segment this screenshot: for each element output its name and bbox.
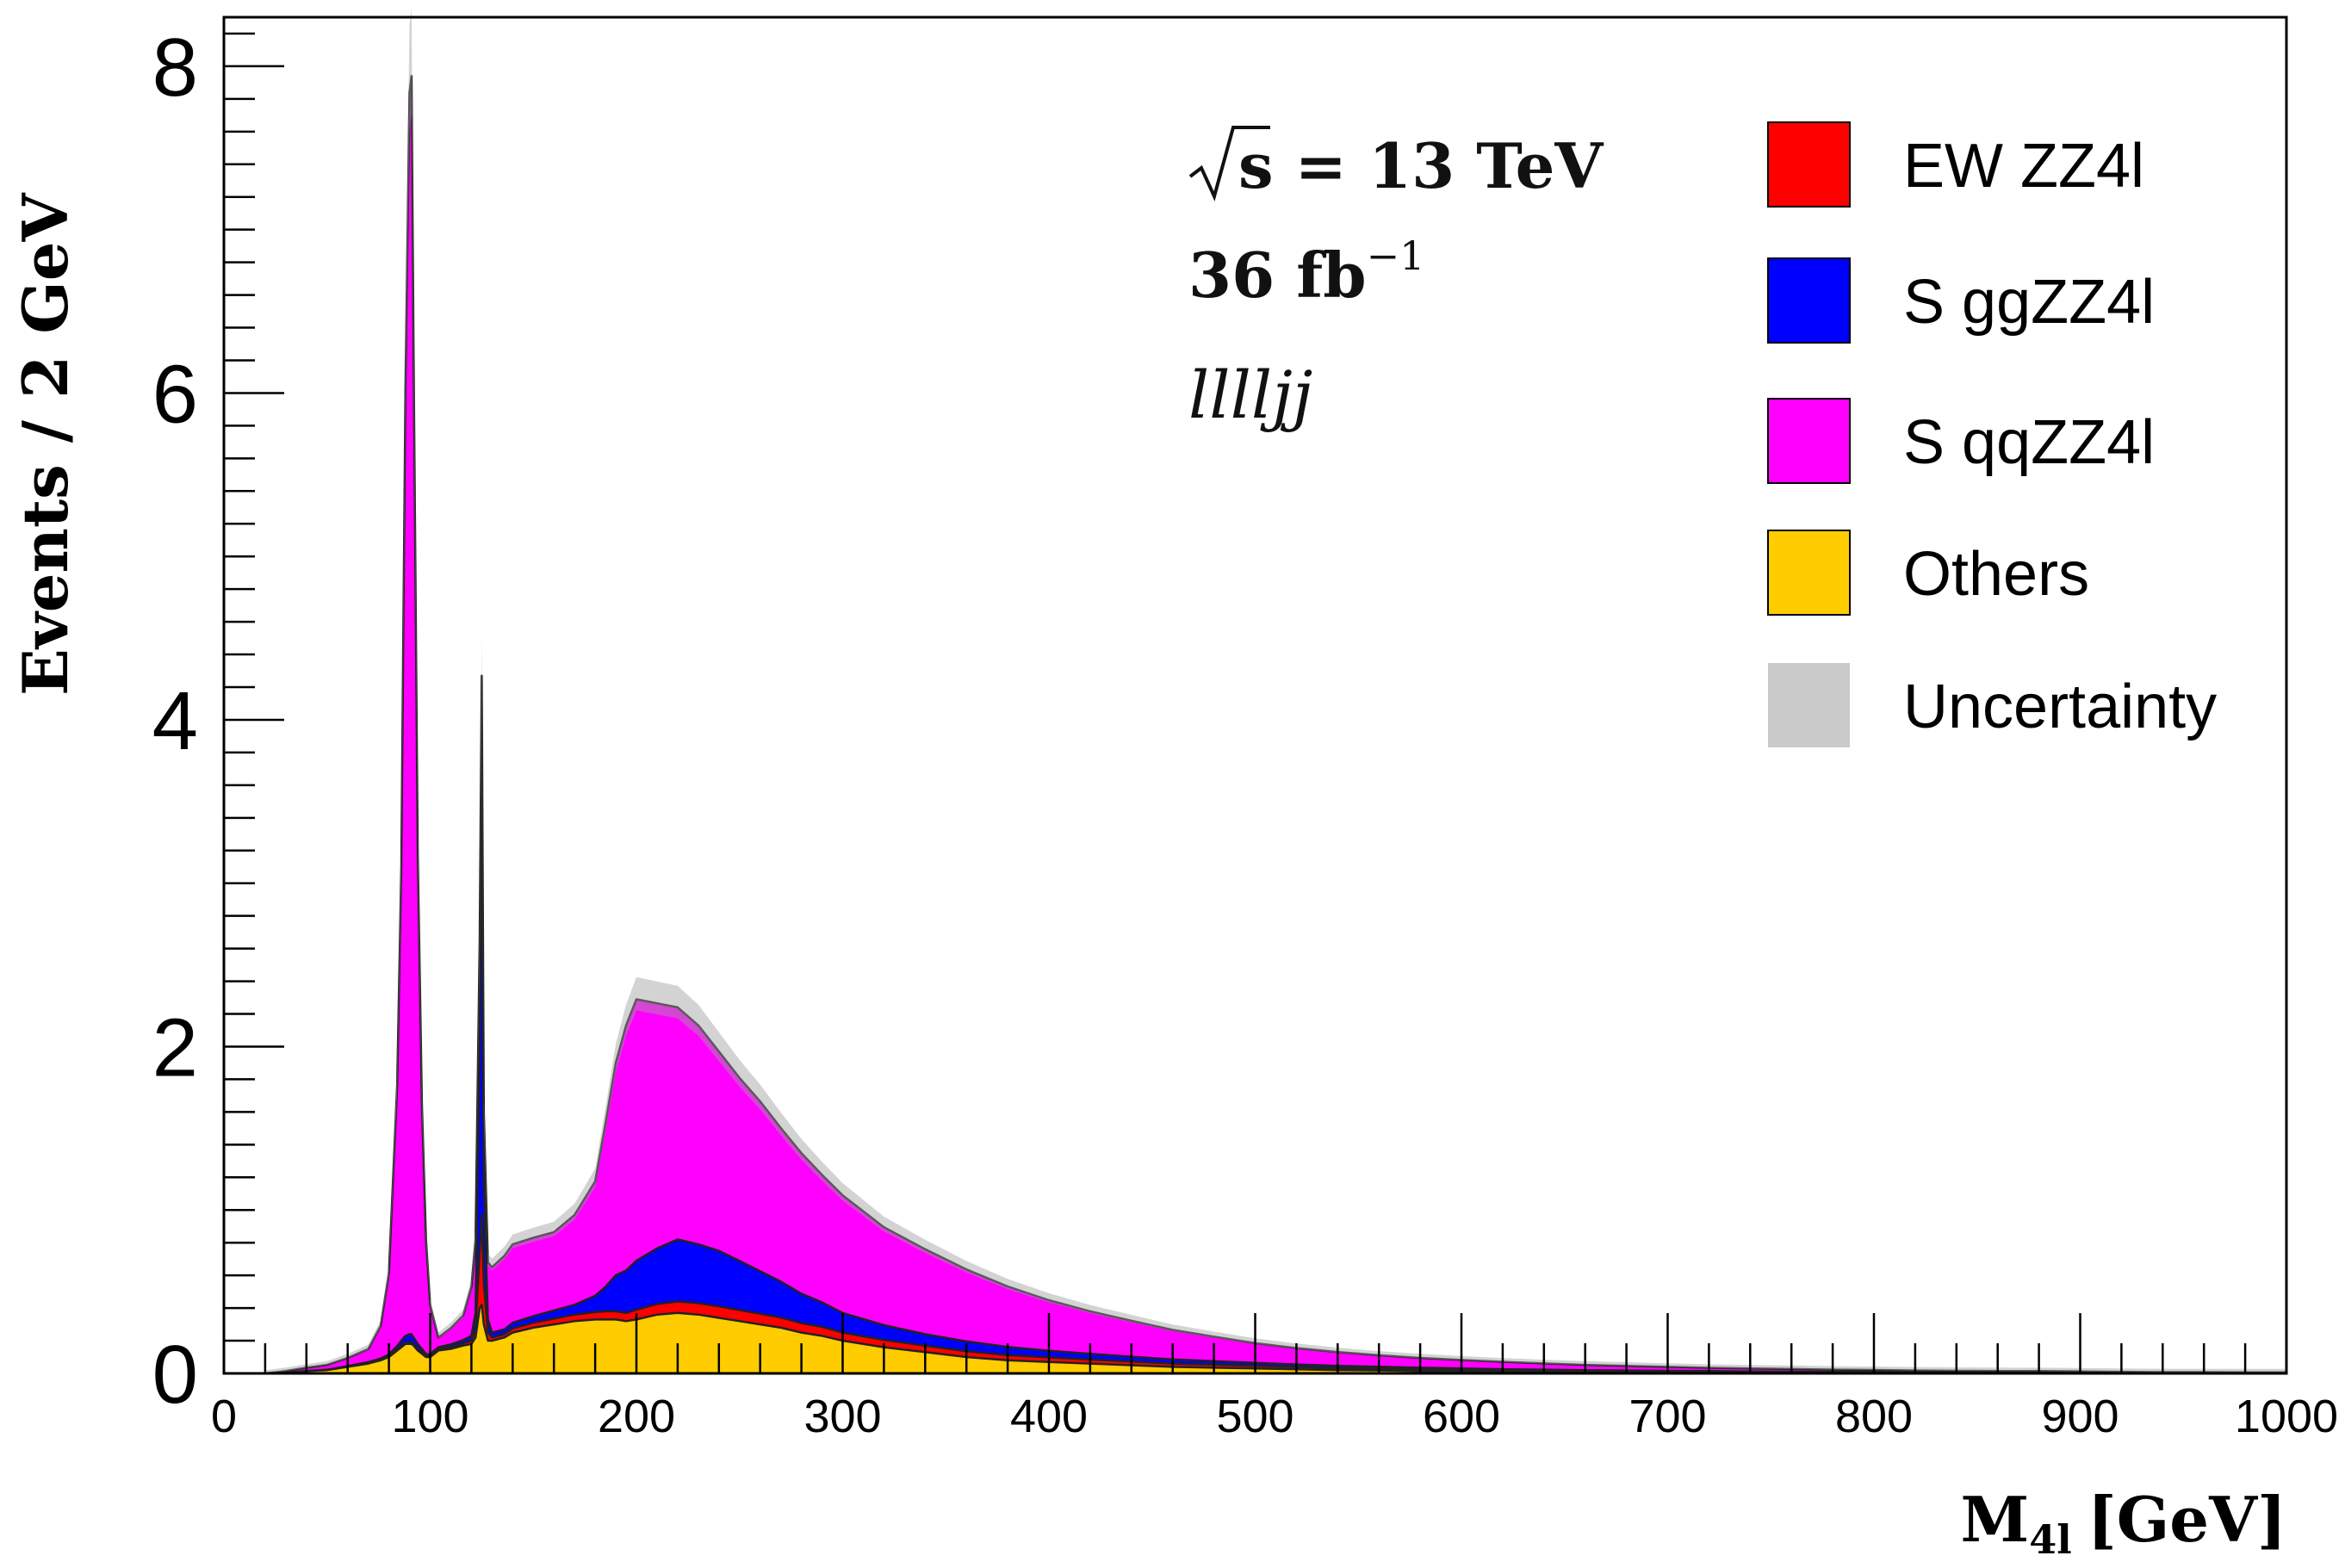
- legend-item: EW ZZ4l: [1767, 121, 2144, 208]
- x-tick-label: 200: [598, 1391, 675, 1442]
- legend-label: S qqZZ4l: [1903, 408, 2155, 477]
- x-tick-label: 1000: [2235, 1391, 2338, 1442]
- legend-label: Uncertainty: [1903, 672, 2217, 741]
- y-tick-label: 8: [152, 22, 198, 114]
- x-axis-title: M4l [GeV]: [1961, 1483, 2286, 1563]
- legend-item: S ggZZ4l: [1767, 257, 2155, 344]
- y-tick-label: 6: [152, 348, 198, 440]
- legend-swatch: [1767, 121, 1851, 208]
- x-tick-label: 800: [1835, 1391, 1913, 1442]
- y-tick-label: 2: [152, 1001, 198, 1094]
- legend-swatch: [1767, 530, 1851, 616]
- x-axis-title-unit: [GeV]: [2088, 1483, 2286, 1556]
- x-tick-label: 600: [1423, 1391, 1500, 1442]
- y-axis-title: Events / 2 GeV: [9, 192, 82, 696]
- legend-swatch: [1768, 663, 1850, 747]
- svg-text:s = 13 TeV: s = 13 TeV: [1238, 129, 1604, 202]
- x-tick-label: 400: [1010, 1391, 1088, 1442]
- legend-swatch: [1767, 257, 1851, 344]
- x-tick-label: 300: [803, 1391, 881, 1442]
- annotation-channel: llllјј: [1188, 356, 1312, 433]
- y-tick-label: 0: [152, 1329, 198, 1421]
- x-tick-label: 500: [1216, 1391, 1293, 1442]
- y-tick-label: 4: [152, 675, 198, 767]
- lumi-value: 36 fb: [1188, 239, 1367, 312]
- x-tick-label: 900: [2041, 1391, 2119, 1442]
- x-axis: 0 100 200 300 400 500 600 700 800 900 1000: [211, 1313, 2338, 1442]
- x-axis-title-sub: 4l: [2029, 1516, 2071, 1563]
- legend: EW ZZ4l S ggZZ4l S qqZZ4l Others Uncertainty: [1767, 121, 2217, 747]
- legend-swatch: [1767, 398, 1851, 484]
- y-axis: 0 2 4 6 8: [152, 22, 284, 1421]
- energy-value: = 13 TeV: [1274, 129, 1604, 202]
- lumi-exponent: −1: [1367, 232, 1425, 279]
- energy-prefix: s: [1238, 129, 1274, 202]
- legend-label: S ggZZ4l: [1903, 268, 2155, 337]
- x-axis-title-main: M: [1961, 1483, 2030, 1556]
- legend-label: EW ZZ4l: [1903, 132, 2144, 201]
- sqrt-sign: [1188, 126, 1270, 201]
- x-tick-label: 100: [391, 1391, 468, 1442]
- legend-item: Others: [1767, 530, 2089, 616]
- x-tick-label: 0: [211, 1391, 237, 1442]
- legend-item: Uncertainty: [1768, 663, 2217, 747]
- legend-label: Others: [1903, 540, 2089, 609]
- x-tick-label: 700: [1628, 1391, 1706, 1442]
- annotation-energy: s = 13 TeV: [1188, 126, 1604, 202]
- annotation-lumi: 36 fb−1: [1188, 232, 1424, 312]
- legend-item: S qqZZ4l: [1767, 398, 2155, 484]
